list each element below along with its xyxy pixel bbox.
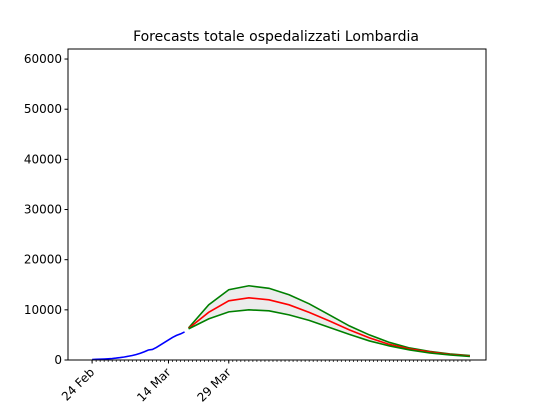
- y-tick-label: 0: [54, 353, 62, 367]
- chart-title: Forecasts totale ospedalizzati Lombardia: [133, 29, 419, 45]
- y-tick-label: 40000: [24, 152, 62, 166]
- y-tick-label: 50000: [24, 102, 62, 116]
- y-tick-label: 60000: [24, 52, 62, 66]
- observed-series-line: [92, 331, 185, 361]
- y-tick-label: 30000: [24, 203, 62, 217]
- plot-area: [92, 284, 470, 361]
- forecast-central-line: [188, 296, 470, 357]
- y-tick-label: 20000: [24, 253, 62, 267]
- y-tick-label: 10000: [24, 303, 62, 317]
- forecast-lower-bound-line: [188, 309, 470, 358]
- y-axis: 0 10000 20000 30000 40000 50000 60000: [24, 52, 68, 367]
